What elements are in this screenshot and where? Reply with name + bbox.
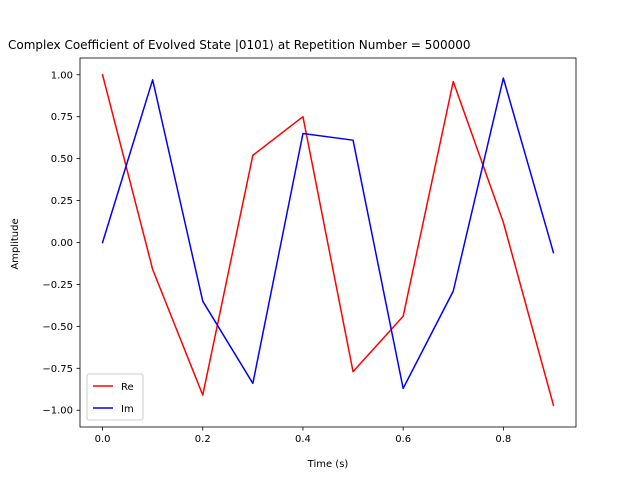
x-tick-label: 0.0	[95, 434, 111, 445]
y-axis: −1.00 −0.75 −0.50 −0.25 0.00 0.25 0.50 0.75 1.00	[42, 70, 80, 417]
y-tick-label: −0.25	[42, 280, 73, 291]
series-line-re	[101, 73, 555, 407]
legend-label-im: Im	[121, 404, 134, 415]
y-axis-label: Amplitude	[10, 218, 21, 269]
chart-title: Complex Coefficient of Evolved State |01…	[8, 38, 471, 52]
series-line-im	[101, 77, 555, 390]
y-tick-label: −0.50	[42, 322, 73, 333]
y-tick-label: 0.50	[51, 154, 73, 165]
y-tick-label: 0.25	[51, 196, 73, 207]
x-axis-label: Time (s)	[307, 459, 349, 470]
y-tick-label: −0.75	[42, 364, 73, 375]
y-tick-label: 0.00	[51, 238, 73, 249]
series-layer	[101, 73, 555, 407]
x-tick-label: 0.8	[495, 434, 511, 445]
legend-label-re: Re	[121, 382, 134, 393]
legend-box	[86, 373, 144, 421]
y-tick-label: 0.75	[51, 112, 73, 123]
x-tick-label: 0.6	[395, 434, 411, 445]
legend: Re Im	[86, 373, 144, 421]
y-tick-label: 1.00	[51, 70, 73, 81]
x-axis: 0.0 0.2 0.4 0.6 0.8	[95, 427, 511, 445]
x-tick-label: 0.2	[195, 434, 211, 445]
y-tick-label: −1.00	[42, 406, 73, 417]
x-tick-label: 0.4	[295, 434, 311, 445]
